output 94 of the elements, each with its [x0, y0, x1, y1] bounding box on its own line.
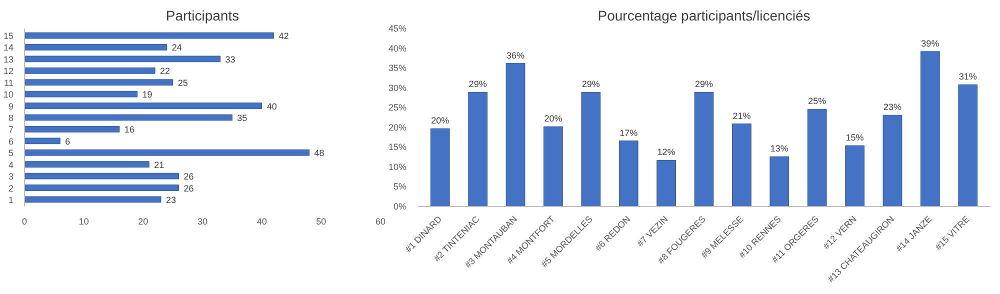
- x-tick-label: 10: [78, 216, 89, 226]
- data-label: 24: [172, 42, 182, 53]
- data-label: 42: [278, 31, 289, 42]
- y-tick-label: 1: [8, 194, 14, 205]
- chart-title: Participants: [166, 8, 240, 24]
- y-tick-label: 8: [8, 113, 14, 123]
- data-label: 25: [178, 78, 188, 88]
- data-label: 20%: [431, 116, 450, 126]
- bar: [581, 92, 601, 206]
- bar: [24, 126, 120, 132]
- bar: [656, 160, 676, 206]
- data-label: 17%: [620, 128, 638, 138]
- bar: [732, 124, 752, 206]
- y-tick-label: 5: [8, 148, 14, 158]
- data-label: 35: [237, 113, 248, 123]
- data-label: 16: [124, 124, 134, 135]
- bar: [618, 140, 638, 206]
- y-tick-label: 12: [3, 66, 14, 76]
- bar: [958, 84, 978, 206]
- bar: [24, 44, 168, 50]
- bar: [24, 161, 150, 168]
- chart-title: Pourcentage participants/licenciés: [598, 8, 810, 24]
- bar: [24, 149, 310, 156]
- bar: [882, 114, 902, 206]
- y-tick-label: 11: [4, 78, 14, 88]
- data-label: 21%: [732, 110, 751, 121]
- bar: [544, 126, 563, 206]
- y-tick-label: 10: [3, 90, 14, 100]
- y-tick-label: 20%: [388, 122, 406, 132]
- data-label: 29%: [468, 79, 487, 90]
- data-label: 21: [154, 160, 164, 170]
- data-label: 48: [314, 148, 324, 158]
- y-tick-label: 25%: [388, 102, 406, 113]
- x-tick-label: 20: [138, 216, 148, 226]
- data-label: 36%: [506, 50, 525, 60]
- y-tick-label: 6: [8, 136, 14, 146]
- bar: [24, 56, 221, 62]
- x-tick-label: 30: [197, 216, 208, 226]
- data-label: 13%: [770, 144, 788, 154]
- data-label: 39%: [921, 38, 940, 48]
- bar: [506, 63, 526, 206]
- bar: [24, 79, 174, 86]
- bar: [24, 102, 262, 109]
- bar: [24, 114, 232, 121]
- x-tick-label: 0: [22, 216, 28, 226]
- y-tick-label: 3: [8, 172, 14, 182]
- bar: [430, 128, 450, 206]
- y-tick-label: 9: [8, 101, 14, 112]
- data-label: 29%: [694, 79, 714, 90]
- data-label: 15%: [846, 132, 864, 143]
- y-tick-label: 4: [8, 160, 14, 170]
- y-tick-label: 13: [3, 54, 14, 64]
- data-label: 31%: [958, 72, 977, 82]
- y-tick-label: 7: [8, 124, 14, 135]
- data-label: 23: [166, 194, 176, 205]
- data-label: 33: [225, 54, 236, 64]
- data-label: 40: [266, 101, 277, 112]
- data-label: 26: [184, 172, 194, 182]
- y-tick-label: 40%: [388, 43, 406, 54]
- y-tick-label: 5%: [393, 182, 407, 192]
- y-tick-label: 30%: [388, 82, 406, 93]
- y-tick-label: 15%: [388, 142, 406, 152]
- bar: [24, 67, 156, 74]
- data-label: 29%: [582, 79, 600, 90]
- bar: [24, 90, 138, 98]
- y-tick-label: 15: [3, 31, 14, 42]
- data-label: 20%: [544, 114, 562, 124]
- x-tick-label: 50: [316, 216, 326, 226]
- bar: [468, 92, 488, 206]
- bar: [694, 92, 714, 206]
- bar: [24, 184, 180, 191]
- data-label: 19: [142, 90, 152, 100]
- y-tick-label: 2: [8, 183, 14, 194]
- y-tick-label: 45%: [388, 24, 406, 34]
- y-tick-label: 0%: [393, 202, 407, 212]
- bar: [920, 51, 940, 206]
- bar: [807, 108, 827, 206]
- x-tick-label: 60: [375, 216, 386, 226]
- bar: [24, 138, 60, 144]
- data-label: 26: [184, 183, 194, 194]
- y-tick-label: 10%: [388, 162, 406, 172]
- bar: [24, 172, 180, 180]
- bar: [845, 145, 864, 206]
- data-label: 25%: [808, 96, 826, 106]
- y-tick-label: 14: [3, 42, 14, 53]
- bar: [24, 196, 162, 203]
- data-label: 23%: [883, 102, 902, 112]
- data-label: 6: [65, 136, 70, 146]
- data-label: 22: [160, 66, 170, 76]
- y-tick-label: 35%: [388, 63, 406, 74]
- bar: [770, 156, 790, 206]
- bar: [24, 32, 274, 39]
- data-label: 12%: [657, 147, 676, 158]
- x-tick-label: 40: [256, 216, 267, 226]
